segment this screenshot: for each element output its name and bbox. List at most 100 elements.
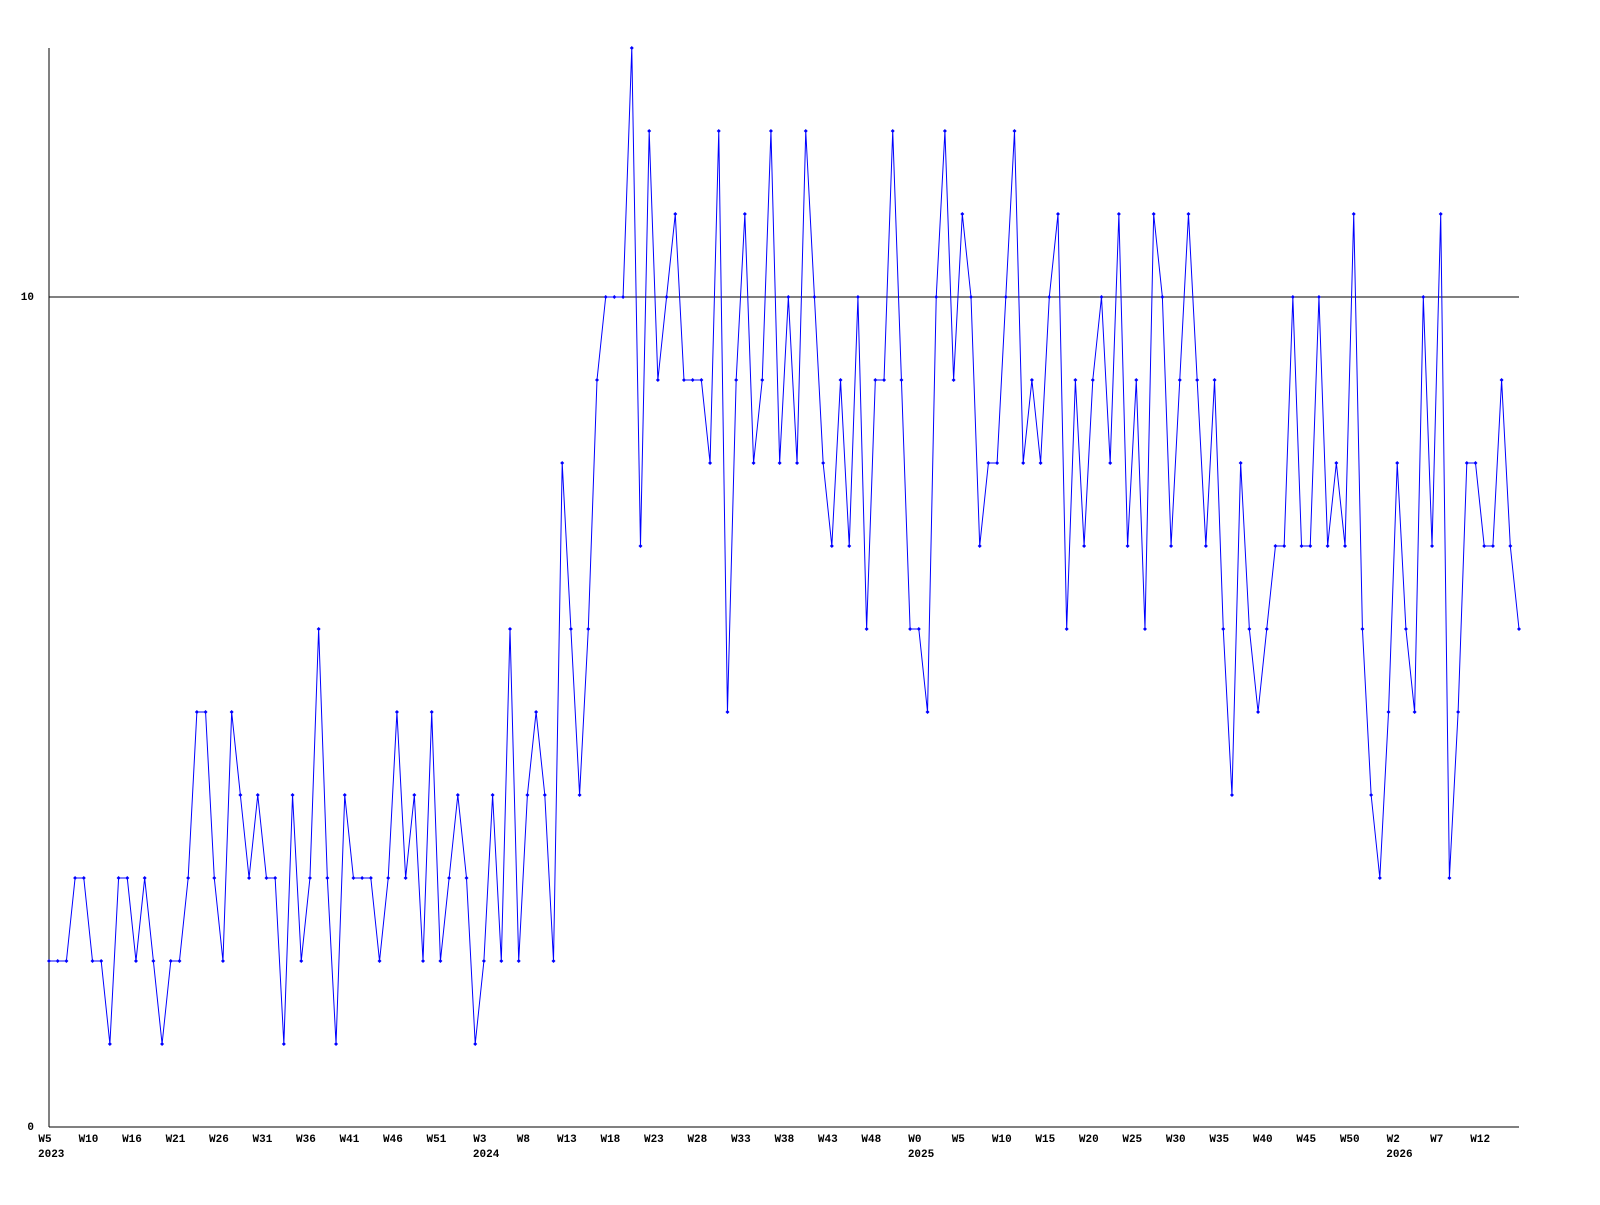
- data-point: [1073, 378, 1078, 382]
- data-point: [647, 129, 652, 133]
- data-point: [1508, 544, 1513, 548]
- data-point: [882, 378, 887, 382]
- data-point: [1517, 627, 1521, 631]
- data-point: [220, 959, 225, 963]
- data-point: [1142, 627, 1147, 631]
- data-point: [281, 1042, 286, 1046]
- x-tick-label: W50: [1340, 1134, 1360, 1146]
- x-tick-label: W21: [166, 1134, 186, 1146]
- data-point: [1229, 793, 1234, 797]
- data-point: [855, 295, 860, 299]
- data-point: [516, 959, 521, 963]
- data-point: [586, 627, 591, 631]
- x-tick-label: W18: [600, 1134, 620, 1146]
- data-point: [1456, 710, 1461, 714]
- data-point: [1108, 461, 1113, 465]
- data-point: [1308, 544, 1313, 548]
- data-point: [568, 627, 573, 631]
- data-point: [490, 793, 495, 797]
- data-point: [986, 461, 991, 465]
- x-tick-label: W41: [340, 1134, 360, 1146]
- data-point: [795, 461, 800, 465]
- data-point: [847, 544, 852, 548]
- x-tick-label: W0: [908, 1134, 921, 1146]
- data-point: [386, 876, 391, 880]
- data-point: [1377, 876, 1382, 880]
- x-tick-label: W5: [952, 1134, 966, 1146]
- series-line: [49, 47, 1520, 1045]
- data-point: [316, 627, 321, 631]
- data-point: [916, 627, 921, 631]
- data-point: [742, 212, 747, 216]
- data-point: [99, 959, 104, 963]
- data-point: [1038, 461, 1043, 465]
- data-point: [621, 295, 626, 299]
- data-point: [429, 710, 434, 714]
- data-point: [81, 876, 86, 880]
- year-label: 2026: [1386, 1149, 1412, 1161]
- data-point: [1360, 627, 1365, 631]
- y-tick-label: 10: [21, 292, 34, 304]
- data-point: [995, 461, 1000, 465]
- data-point: [1177, 378, 1182, 382]
- data-point: [194, 710, 199, 714]
- data-point: [1125, 544, 1130, 548]
- data-point: [1064, 627, 1069, 631]
- data-point: [1195, 378, 1200, 382]
- x-tick-label: W7: [1430, 1134, 1443, 1146]
- data-point: [551, 959, 556, 963]
- data-point: [1256, 710, 1261, 714]
- data-point: [1029, 378, 1034, 382]
- data-point: [55, 959, 60, 963]
- data-point: [1134, 378, 1139, 382]
- x-tick-label: W28: [687, 1134, 707, 1146]
- data-point: [725, 710, 730, 714]
- data-point: [499, 959, 504, 963]
- x-tick-label: W45: [1296, 1134, 1316, 1146]
- data-point: [1386, 710, 1391, 714]
- data-point: [325, 876, 330, 880]
- data-point: [908, 627, 913, 631]
- data-point: [160, 1042, 165, 1046]
- data-point: [307, 876, 312, 880]
- data-point: [751, 461, 756, 465]
- data-point: [481, 959, 486, 963]
- data-point: [1116, 212, 1121, 216]
- data-point: [760, 378, 765, 382]
- data-point: [142, 876, 147, 880]
- x-tick-label: W10: [992, 1134, 1012, 1146]
- data-point: [969, 295, 974, 299]
- data-point: [368, 876, 373, 880]
- data-point: [238, 793, 243, 797]
- x-tick-label: W15: [1035, 1134, 1055, 1146]
- x-tick-label: W23: [644, 1134, 664, 1146]
- data-point: [1343, 544, 1348, 548]
- x-tick-label: W40: [1253, 1134, 1273, 1146]
- data-point: [377, 959, 382, 963]
- data-point: [1047, 295, 1052, 299]
- data-point: [47, 959, 51, 963]
- data-point: [960, 212, 965, 216]
- data-point: [560, 461, 565, 465]
- x-tick-label: W16: [122, 1134, 142, 1146]
- x-tick-label: W48: [861, 1134, 881, 1146]
- data-point: [133, 959, 138, 963]
- data-point: [447, 876, 452, 880]
- data-point: [1169, 544, 1174, 548]
- data-point: [821, 461, 826, 465]
- data-point: [934, 295, 939, 299]
- year-label: 2024: [473, 1149, 500, 1161]
- x-tick-label: W26: [209, 1134, 229, 1146]
- data-point: [1290, 295, 1295, 299]
- x-tick-label: W33: [731, 1134, 751, 1146]
- data-point: [525, 793, 530, 797]
- data-point: [1473, 461, 1478, 465]
- data-point: [629, 46, 634, 50]
- data-point: [1403, 627, 1408, 631]
- data-point: [673, 212, 678, 216]
- data-point: [273, 876, 278, 880]
- data-point: [186, 876, 191, 880]
- data-point: [690, 378, 695, 382]
- x-tick-label: W12: [1470, 1134, 1490, 1146]
- data-point: [1325, 544, 1330, 548]
